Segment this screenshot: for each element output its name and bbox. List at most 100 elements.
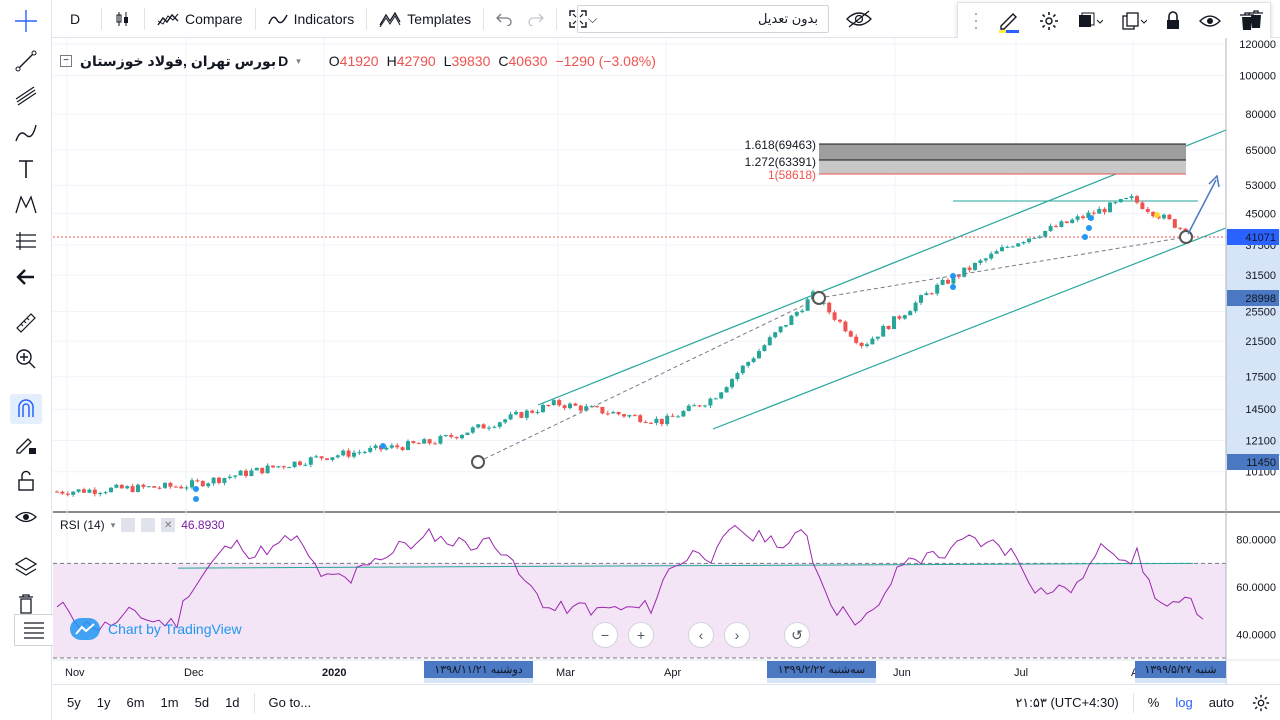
back-arrow-tool[interactable]: [10, 262, 42, 292]
lock-icon[interactable]: [1165, 11, 1181, 31]
candle-body: [395, 445, 400, 448]
divider: [366, 7, 368, 30]
candle-body: [260, 467, 265, 474]
undo-button[interactable]: [488, 4, 520, 34]
settings-gear-icon[interactable]: [1252, 694, 1270, 712]
zoom-in-button[interactable]: +: [628, 622, 654, 648]
trash-all-icon[interactable]: [1248, 9, 1264, 29]
percent-toggle[interactable]: %: [1147, 695, 1160, 710]
date-label-box: [1135, 661, 1226, 678]
crosshair-tool[interactable]: [10, 6, 42, 36]
chevron-down-icon[interactable]: ▾: [110, 519, 116, 530]
text-tool[interactable]: [10, 154, 42, 184]
pitchfork-tool[interactable]: [10, 82, 42, 112]
brush-tool[interactable]: [10, 118, 42, 148]
candle-body: [352, 452, 356, 457]
divider: [483, 7, 485, 30]
chart-canvas[interactable]: 80.0000 60.0000 40.0000 1.618(69463) 1.272(…: [53, 38, 1280, 684]
hide-drawings-tool[interactable]: [10, 502, 42, 532]
settings-icon[interactable]: [141, 518, 156, 532]
price-marker-label: 28998: [1245, 293, 1276, 305]
collapse-legend-icon[interactable]: −: [60, 55, 72, 67]
drag-handle-icon[interactable]: [973, 10, 979, 32]
visibility-icon[interactable]: [121, 518, 136, 532]
divider: [1132, 692, 1134, 713]
trendline-tool[interactable]: [10, 46, 42, 76]
zoom-tool[interactable]: [10, 344, 42, 374]
range-1y[interactable]: 1y: [96, 695, 111, 710]
candle-body: [773, 332, 778, 338]
candle-body: [789, 315, 794, 325]
magnet-tool[interactable]: [10, 394, 42, 424]
candle-body: [55, 491, 59, 493]
symbol-interval-button[interactable]: D: [53, 4, 97, 34]
time-tick-label: Nov: [65, 667, 85, 679]
candle-body: [983, 258, 988, 261]
candle-body: [519, 412, 524, 418]
chevron-down-icon: ⌵: [588, 11, 598, 26]
range-1d[interactable]: 1d: [225, 695, 240, 710]
range-1m[interactable]: 1m: [160, 695, 179, 710]
visual-order-icon[interactable]: [1077, 11, 1103, 31]
redo-button[interactable]: [520, 4, 552, 34]
reset-chart-button[interactable]: ↺: [784, 622, 810, 648]
projection-arrow-line: [1187, 179, 1217, 235]
hide-drawings-button[interactable]: [838, 4, 880, 34]
settings-gear-icon[interactable]: [1039, 11, 1059, 31]
candle-body: [940, 279, 945, 285]
lock-drawings-tool[interactable]: [10, 466, 42, 496]
symbol-interval: D: [278, 53, 289, 69]
candle-body: [443, 435, 448, 437]
timezone-button[interactable]: ۲۱:۵۳ (UTC+4:30): [1015, 694, 1119, 710]
prediction-tool[interactable]: [10, 226, 42, 256]
candle-body: [314, 456, 319, 458]
chart-type-button[interactable]: [106, 4, 140, 34]
chevron-down-icon[interactable]: ▾: [296, 55, 301, 66]
goto-button[interactable]: Go to...: [268, 695, 312, 710]
object-tree-tool[interactable]: [10, 552, 42, 582]
channel-upper-line: [537, 129, 1227, 406]
log-toggle[interactable]: log: [1175, 695, 1193, 710]
templates-icon: [379, 11, 401, 27]
candle-body: [686, 405, 691, 411]
ruler-tool[interactable]: [10, 308, 42, 338]
templates-button[interactable]: Templates: [371, 4, 479, 34]
scroll-left-button[interactable]: ‹: [688, 622, 714, 648]
remove-all-tool[interactable]: [10, 588, 42, 618]
visibility-eye-icon[interactable]: [1199, 13, 1221, 29]
pattern-tool[interactable]: [10, 190, 42, 220]
candle-body: [638, 415, 643, 422]
text-icon: [19, 160, 33, 178]
candle-body: [784, 324, 788, 327]
tradingview-watermark[interactable]: Chart by TradingView: [70, 618, 242, 640]
candle-body: [681, 410, 686, 417]
auto-toggle[interactable]: auto: [1208, 695, 1234, 710]
candle-body: [470, 427, 475, 433]
indicators-button[interactable]: Indicators: [260, 4, 363, 34]
pattern-icon: [15, 195, 37, 214]
range-6m[interactable]: 6m: [126, 695, 145, 710]
range-5d[interactable]: 5d: [194, 695, 210, 710]
zoom-out-button[interactable]: −: [592, 622, 618, 648]
range-5y[interactable]: 5y: [67, 695, 81, 710]
close-icon[interactable]: ✕: [161, 518, 176, 532]
clone-icon[interactable]: [1121, 11, 1147, 31]
symbol-title[interactable]: بورس تهران ,فولاد خوزستان: [80, 52, 277, 69]
candle-body: [1113, 202, 1118, 204]
pencil-color-icon[interactable]: [997, 9, 1021, 33]
candle-body: [703, 405, 707, 407]
rsi-title[interactable]: RSI (14): [60, 518, 105, 532]
price-axis[interactable]: 1200001000008000065000530004500037500315…: [1225, 38, 1279, 684]
candle-body: [1135, 196, 1139, 203]
stay-in-drawing-tool[interactable]: [10, 430, 42, 460]
candle-body: [206, 483, 211, 487]
candle-body: [1005, 246, 1010, 248]
toolbar-toggle-button[interactable]: [14, 614, 54, 646]
candle-body: [1032, 237, 1037, 239]
fullscreen-button[interactable]: [561, 4, 595, 34]
adjustment-select[interactable]: ⌵ بدون تعدیل: [577, 5, 829, 33]
candle-body: [535, 412, 540, 414]
compare-button[interactable]: Compare: [149, 4, 251, 34]
scroll-right-button[interactable]: ›: [724, 622, 750, 648]
